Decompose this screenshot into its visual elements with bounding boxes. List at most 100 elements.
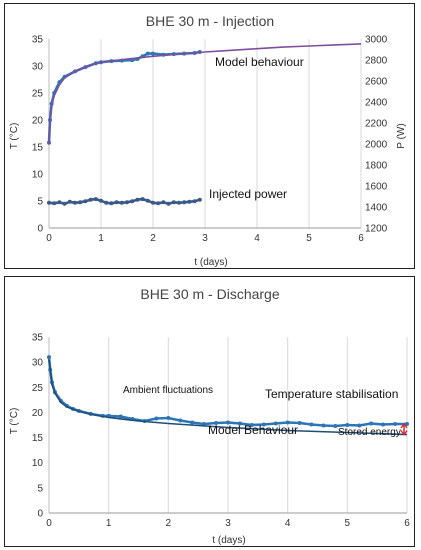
data-point-2-15 bbox=[125, 200, 129, 205]
x-tick-label-5: 5 bbox=[345, 518, 351, 529]
data-point-0-19 bbox=[214, 421, 219, 425]
y-tick-label-left-10: 10 bbox=[32, 458, 44, 469]
x-tick-label-2: 2 bbox=[150, 233, 156, 244]
y-tick-label-left-0: 0 bbox=[37, 224, 43, 235]
y-tick-label-left-15: 15 bbox=[32, 143, 44, 154]
data-point-0-15 bbox=[145, 51, 150, 56]
data-point-2-23 bbox=[166, 201, 171, 206]
data-point-2-20 bbox=[151, 200, 155, 205]
data-point-0-33 bbox=[381, 422, 386, 427]
chart-title: BHE 30 m - Injection bbox=[146, 13, 274, 29]
data-point-0-14 bbox=[154, 416, 159, 421]
data-point-0-31 bbox=[357, 423, 362, 428]
data-point-2-27 bbox=[187, 199, 192, 204]
data-point-0-30 bbox=[345, 423, 350, 427]
y-tick-label-right-2000: 2000 bbox=[365, 140, 388, 151]
y-tick-label-right-2400: 2400 bbox=[365, 98, 388, 109]
x-tick-label-4: 4 bbox=[254, 233, 260, 244]
y-tick-label-right-1400: 1400 bbox=[365, 203, 388, 214]
y-tick-label-right-2600: 2600 bbox=[365, 77, 388, 88]
injection-chart-panel: BHE 30 m - Injection 0 1 2 3 4 5 6 0 5 10 15 20 25 30… bbox=[4, 3, 415, 269]
data-point-0-34 bbox=[393, 422, 398, 426]
series-layer bbox=[47, 355, 409, 436]
x-axis-label: t (days) bbox=[194, 257, 227, 268]
annotation-model-behaviour: Model behaviour bbox=[215, 55, 304, 69]
data-point-2-2 bbox=[57, 200, 62, 205]
data-point-2-7 bbox=[83, 199, 88, 204]
annotation-ambient-fluctuations: Ambient fluctuations bbox=[123, 385, 213, 396]
y-tick-label-right-1600: 1600 bbox=[365, 182, 388, 193]
data-point-0-0 bbox=[47, 355, 51, 360]
x-tick-label-1: 1 bbox=[98, 233, 104, 244]
series-line-1 bbox=[48, 43, 362, 145]
x-tick-label-4: 4 bbox=[285, 518, 291, 529]
y-tick-label-right-2200: 2200 bbox=[365, 119, 388, 130]
y-tick-label-left-5: 5 bbox=[37, 483, 43, 494]
chart-title: BHE 30 m - Discharge bbox=[140, 286, 279, 302]
stored-energy-arrow-top-icon bbox=[400, 422, 408, 429]
data-point-0-20 bbox=[226, 420, 230, 425]
y-tick-label-left-20: 20 bbox=[32, 116, 44, 127]
data-point-0-32 bbox=[369, 421, 374, 426]
data-point-2-18 bbox=[140, 197, 145, 202]
data-point-2-17 bbox=[135, 197, 140, 202]
data-point-0-29 bbox=[333, 424, 338, 428]
data-point-2-13 bbox=[114, 200, 119, 205]
y-tick-label-left-0: 0 bbox=[37, 509, 43, 520]
data-point-2-4 bbox=[67, 199, 72, 204]
x-tick-label-0: 0 bbox=[46, 233, 52, 244]
data-point-2-10 bbox=[99, 198, 103, 203]
data-point-0-27 bbox=[309, 422, 314, 427]
x-tick-label-2: 2 bbox=[166, 518, 172, 529]
series-line-1 bbox=[48, 359, 408, 436]
y-tick-label-left-5: 5 bbox=[37, 197, 43, 208]
y-tick-label-left-35: 35 bbox=[32, 333, 44, 344]
stored-energy-arrow-bottom-icon bbox=[400, 430, 408, 436]
tick-labels: 0 1 2 3 4 5 6 0 5 10 15 20 25 30 35 bbox=[32, 333, 410, 530]
data-point-0-15 bbox=[166, 416, 171, 420]
x-tick-label-5: 5 bbox=[306, 233, 312, 244]
discharge-chart-panel: BHE 30 m - Discharge 0 1 2 3 4 5 6 0 5 10 15 20 25 30… bbox=[4, 276, 415, 547]
x-tick-label-6: 6 bbox=[358, 233, 364, 244]
series-trace-0 bbox=[47, 50, 201, 143]
discharge-chart: BHE 30 m - Discharge 0 1 2 3 4 5 6 0 5 10 15 20 25 30… bbox=[9, 286, 410, 546]
data-point-0-35 bbox=[405, 422, 409, 426]
y-tick-label-left-25: 25 bbox=[32, 383, 44, 394]
data-point-0-16 bbox=[151, 51, 155, 56]
x-tick-label-3: 3 bbox=[202, 233, 208, 244]
data-point-0-25 bbox=[285, 420, 290, 425]
x-tick-label-0: 0 bbox=[46, 518, 52, 529]
data-point-0-18 bbox=[202, 422, 207, 426]
annotation-model-behaviour: Model Behaviour bbox=[208, 423, 298, 437]
grid-lines bbox=[100, 39, 362, 228]
data-point-2-26 bbox=[182, 200, 187, 205]
y-tick-label-right-2800: 2800 bbox=[365, 56, 388, 67]
data-point-0-16 bbox=[178, 418, 183, 423]
injection-chart: BHE 30 m - Injection 0 1 2 3 4 5 6 0 5 10 15 20 25 30… bbox=[9, 13, 407, 268]
data-point-2-1 bbox=[52, 201, 57, 206]
data-point-2-0 bbox=[47, 200, 51, 205]
y-tick-label-left-25: 25 bbox=[32, 89, 44, 100]
data-point-0-23 bbox=[261, 422, 266, 427]
y-tick-label-right-3000: 3000 bbox=[365, 35, 388, 46]
data-point-2-6 bbox=[78, 200, 83, 205]
y-tick-label-left-35: 35 bbox=[32, 35, 44, 46]
data-point-0-28 bbox=[321, 423, 326, 428]
data-point-0-22 bbox=[249, 423, 254, 427]
y-axis-label-right: P (W) bbox=[396, 123, 407, 148]
y-tick-label-left-20: 20 bbox=[32, 408, 44, 419]
data-point-0-21 bbox=[237, 421, 242, 426]
data-point-2-3 bbox=[62, 201, 67, 206]
data-point-2-28 bbox=[192, 199, 197, 204]
y-tick-label-right-1800: 1800 bbox=[365, 161, 388, 172]
x-tick-label-3: 3 bbox=[225, 518, 231, 529]
y-tick-label-left-15: 15 bbox=[32, 433, 44, 444]
data-point-2-5 bbox=[73, 200, 77, 205]
data-point-2-11 bbox=[104, 200, 109, 205]
annotation-stored-energy: Stored energy bbox=[338, 427, 401, 438]
data-point-2-21 bbox=[156, 201, 161, 206]
data-point-2-9 bbox=[93, 197, 98, 202]
tick-labels: 0 1 2 3 4 5 6 0 5 10 15 20 25 30 35 1200 1400 1600 1800 200… bbox=[32, 35, 388, 245]
data-point-0-11 bbox=[118, 414, 123, 419]
annotation-temperature-stabilisation: Temperature stabilisation bbox=[265, 387, 398, 401]
